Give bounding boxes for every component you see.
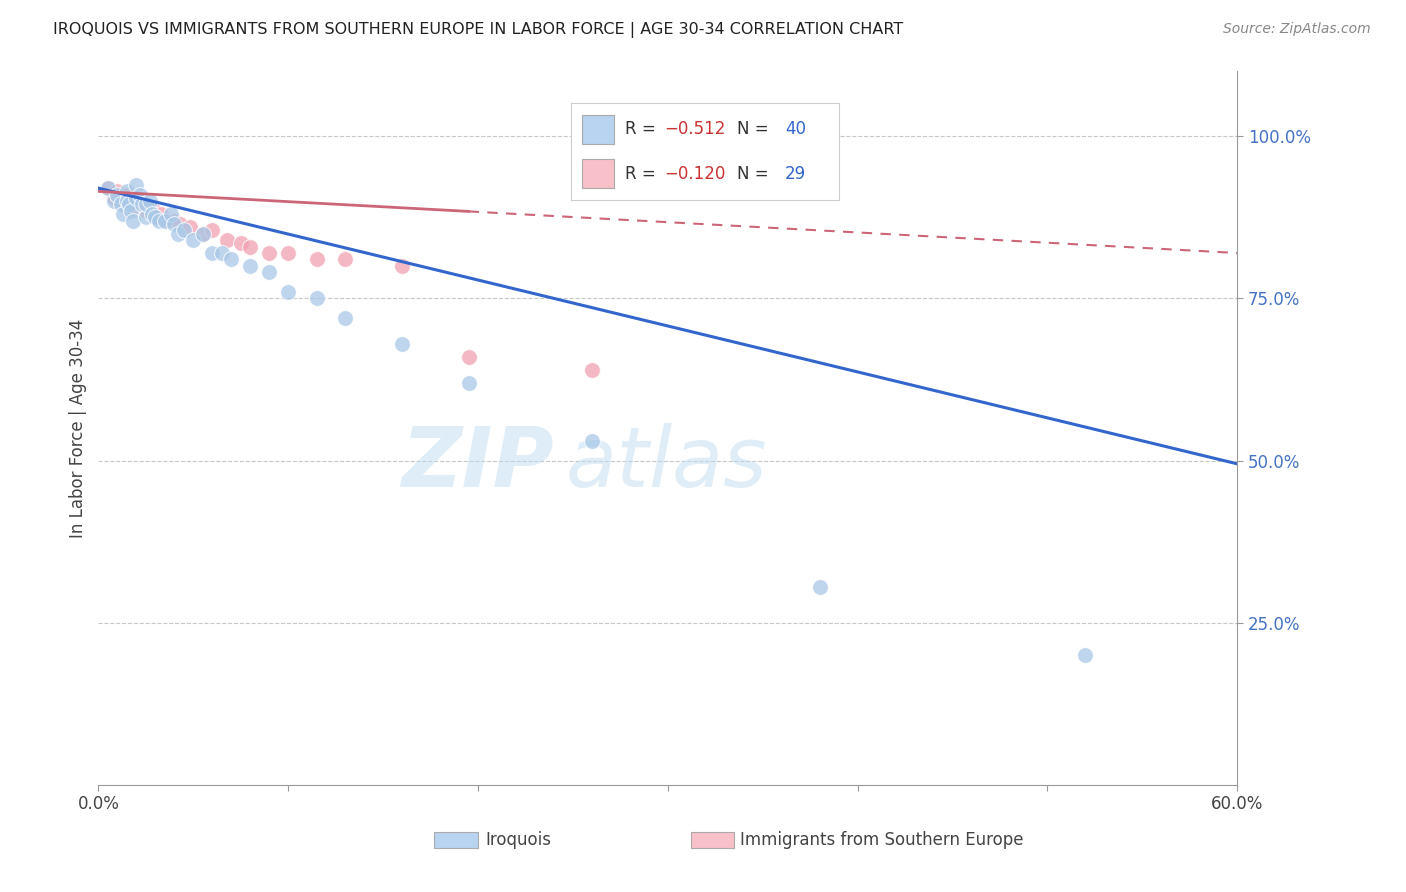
- Point: [239, 259, 262, 273]
- Point: [277, 285, 299, 299]
- Point: [239, 239, 262, 253]
- Point: [169, 217, 191, 231]
- Point: [305, 292, 328, 306]
- Point: [135, 203, 157, 218]
- Point: [121, 213, 143, 227]
- Point: [201, 223, 224, 237]
- Point: [138, 194, 160, 208]
- Point: [173, 223, 195, 237]
- Point: [115, 185, 138, 199]
- Point: [305, 252, 328, 267]
- Point: [125, 191, 148, 205]
- Point: [120, 197, 142, 211]
- Point: [107, 185, 129, 199]
- Point: [103, 194, 125, 208]
- Point: [808, 580, 831, 594]
- Point: [163, 217, 186, 231]
- Point: [103, 191, 125, 205]
- Point: [211, 246, 233, 260]
- Point: [335, 310, 357, 325]
- Point: [229, 236, 252, 251]
- Text: IROQUOIS VS IMMIGRANTS FROM SOUTHERN EUROPE IN LABOR FORCE | AGE 30-34 CORRELATI: IROQUOIS VS IMMIGRANTS FROM SOUTHERN EUR…: [53, 22, 904, 38]
- Point: [391, 336, 413, 351]
- Point: [135, 211, 157, 225]
- Point: [125, 178, 148, 192]
- Point: [335, 252, 357, 267]
- Text: Iroquois: Iroquois: [485, 831, 551, 849]
- Text: ZIP: ZIP: [401, 424, 554, 504]
- Point: [131, 197, 153, 211]
- Point: [129, 187, 152, 202]
- Point: [97, 181, 120, 195]
- Point: [156, 213, 179, 227]
- Point: [221, 252, 243, 267]
- Point: [97, 181, 120, 195]
- Point: [141, 201, 163, 215]
- Point: [457, 376, 479, 390]
- Point: [118, 197, 141, 211]
- Point: [159, 207, 181, 221]
- Point: [391, 259, 413, 273]
- Point: [112, 207, 135, 221]
- Point: [457, 350, 479, 364]
- Text: Immigrants from Southern Europe: Immigrants from Southern Europe: [740, 831, 1024, 849]
- Point: [148, 213, 170, 227]
- Point: [145, 211, 167, 225]
- Point: [115, 194, 138, 208]
- Point: [217, 233, 239, 247]
- Point: [153, 213, 176, 227]
- Point: [259, 246, 281, 260]
- Point: [125, 191, 148, 205]
- Point: [115, 187, 138, 202]
- Y-axis label: In Labor Force | Age 30-34: In Labor Force | Age 30-34: [69, 318, 87, 538]
- Point: [135, 197, 157, 211]
- Point: [581, 363, 603, 377]
- Point: [167, 227, 190, 241]
- Point: [120, 203, 142, 218]
- Point: [179, 220, 201, 235]
- Point: [191, 227, 214, 241]
- Text: Source: ZipAtlas.com: Source: ZipAtlas.com: [1223, 22, 1371, 37]
- Point: [259, 265, 281, 279]
- Point: [150, 207, 173, 221]
- Point: [110, 197, 132, 211]
- Point: [581, 434, 603, 449]
- Point: [201, 246, 224, 260]
- Point: [121, 201, 143, 215]
- FancyBboxPatch shape: [690, 832, 734, 847]
- Point: [1074, 648, 1097, 663]
- Point: [191, 227, 214, 241]
- Point: [183, 233, 205, 247]
- Point: [163, 213, 186, 227]
- Point: [141, 207, 163, 221]
- Point: [145, 211, 167, 225]
- FancyBboxPatch shape: [434, 832, 478, 847]
- Point: [277, 246, 299, 260]
- Point: [129, 197, 152, 211]
- Text: atlas: atlas: [565, 424, 768, 504]
- Point: [107, 187, 129, 202]
- Point: [110, 194, 132, 208]
